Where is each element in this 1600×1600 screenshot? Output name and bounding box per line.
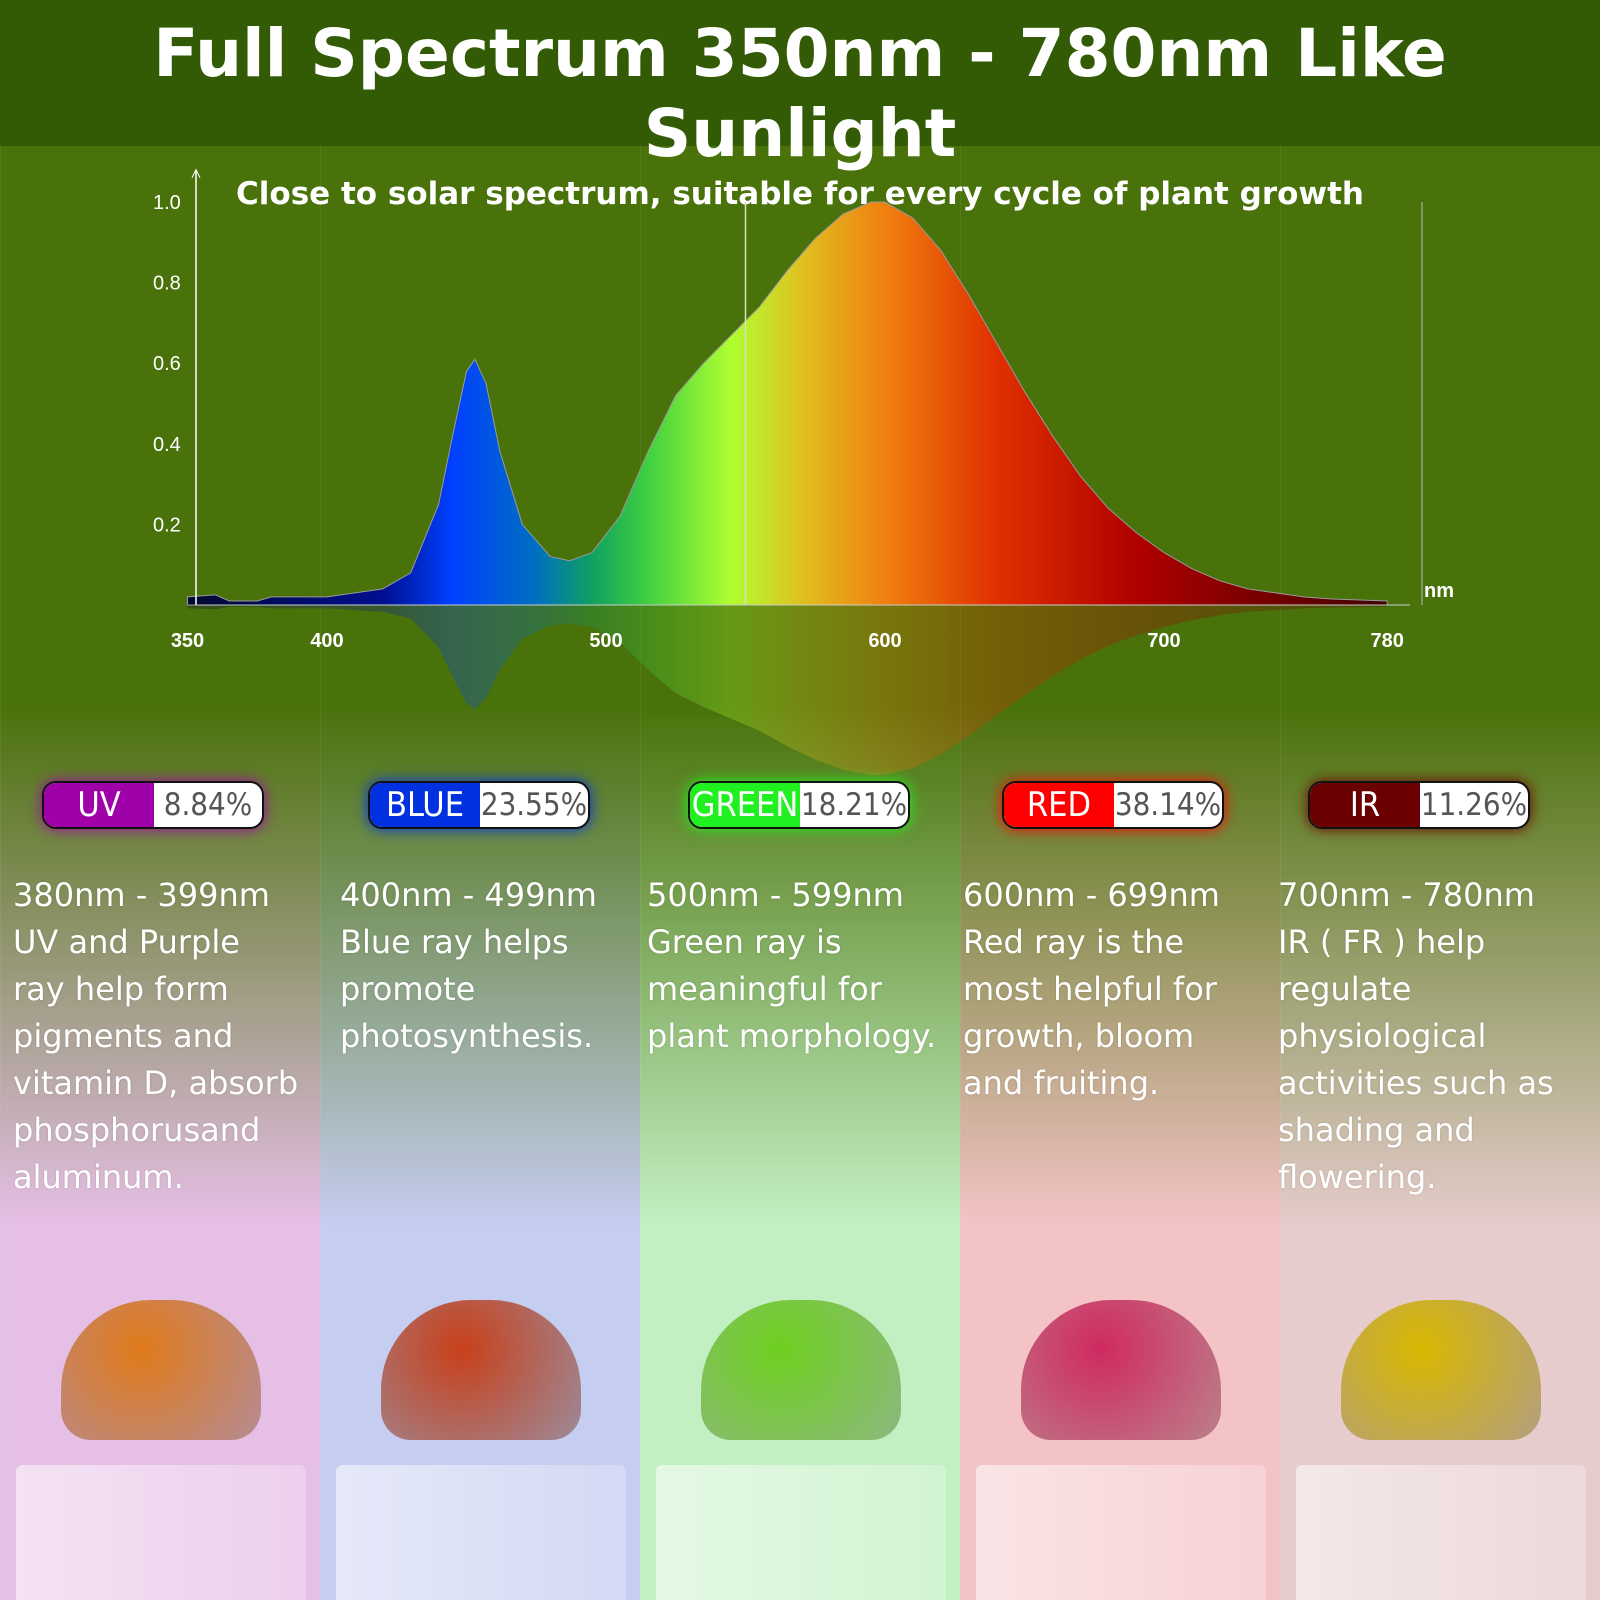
band-name: RED	[1004, 783, 1114, 827]
band-name: UV	[44, 783, 154, 827]
column-blue	[320, 146, 640, 1600]
y-tick-label: 0.4	[153, 434, 181, 456]
column-ir	[1280, 146, 1600, 1600]
band-percent: 11.26%	[1420, 787, 1528, 823]
y-axis-arrow-icon	[191, 168, 201, 178]
spectrum-area	[187, 201, 1388, 606]
x-tick-label: 780	[1371, 630, 1404, 652]
column-backgrounds	[0, 146, 1600, 1600]
x-tick-label: 350	[171, 630, 204, 652]
pot-image	[655, 1465, 946, 1600]
band-badge-green: GREEN 18.21%	[688, 781, 910, 829]
band-range: 400nm - 499nm	[340, 876, 597, 914]
plant-image	[380, 1300, 581, 1440]
band-range: 600nm - 699nm	[963, 876, 1220, 914]
band-badge-red: RED 38.14%	[1002, 781, 1224, 829]
y-tick-label: 0.2	[153, 514, 181, 536]
pot-image	[335, 1465, 626, 1600]
plant-image	[60, 1300, 261, 1440]
band-description: 380nm - 399nm UV and Purple ray help form…	[13, 872, 298, 1201]
band-badge-uv: UV 8.84%	[42, 781, 264, 829]
band-name: BLUE	[370, 783, 480, 827]
band-percent: 38.14%	[1114, 787, 1222, 823]
band-badge-blue: BLUE 23.55%	[368, 781, 590, 829]
plant-image	[1340, 1300, 1541, 1440]
x-tick-label: 500	[589, 630, 622, 652]
page-subtitle: Close to solar spectrum, suitable for ev…	[236, 176, 1364, 212]
x-unit-label: nm	[1424, 580, 1454, 602]
page-title: Full Spectrum 350nm - 780nm Like Sunligh…	[153, 15, 1447, 172]
plant-image	[700, 1300, 901, 1440]
band-range: 500nm - 599nm	[647, 876, 904, 914]
x-tick-label: 700	[1147, 630, 1180, 652]
spectrum-reflection	[187, 605, 1388, 775]
band-text: Green ray is meaningful for plant morpho…	[647, 923, 937, 1055]
pot-image	[975, 1465, 1266, 1600]
band-percent: 8.84%	[163, 787, 253, 823]
band-text: IR ( FR ) help regulate physiological ac…	[1278, 923, 1554, 1196]
band-range: 700nm - 780nm	[1278, 876, 1535, 914]
band-description: 700nm - 780nm IR ( FR ) help regulate phy…	[1278, 872, 1554, 1201]
pot-image	[15, 1465, 306, 1600]
x-tick-label: 400	[310, 630, 343, 652]
band-name: GREEN	[690, 783, 800, 827]
y-tick-label: 0.8	[153, 273, 181, 295]
pot-image	[1295, 1465, 1586, 1600]
column-uv	[0, 146, 320, 1600]
band-text: Blue ray helps promote photosynthesis.	[340, 923, 594, 1055]
header-banner: Full Spectrum 350nm - 780nm Like Sunligh…	[0, 0, 1600, 212]
band-percent: 18.21%	[800, 787, 908, 823]
band-description: 600nm - 699nm Red ray is the most helpful…	[963, 872, 1220, 1107]
band-description: 500nm - 599nm Green ray is meaningful for…	[647, 872, 936, 1060]
band-range: 380nm - 399nm	[13, 876, 270, 914]
x-tick-label: 600	[868, 630, 901, 652]
spectrum-chart: 0.2 0.4 0.6 0.8 1.0 350 400 500 600 700 780 nm	[153, 168, 1454, 775]
band-description: 400nm - 499nm Blue ray helps promote phot…	[340, 872, 597, 1060]
band-badge-ir: IR 11.26%	[1308, 781, 1530, 829]
band-percent: 23.55%	[480, 787, 588, 823]
band-text: UV and Purple ray help form pigments and…	[13, 923, 299, 1196]
y-tick-label: 1.0	[153, 192, 181, 214]
y-tick-label: 0.6	[153, 353, 181, 375]
plant-image	[1020, 1300, 1221, 1440]
band-text: Red ray is the most helpful for growth, …	[963, 923, 1217, 1102]
band-name: IR	[1310, 783, 1420, 827]
